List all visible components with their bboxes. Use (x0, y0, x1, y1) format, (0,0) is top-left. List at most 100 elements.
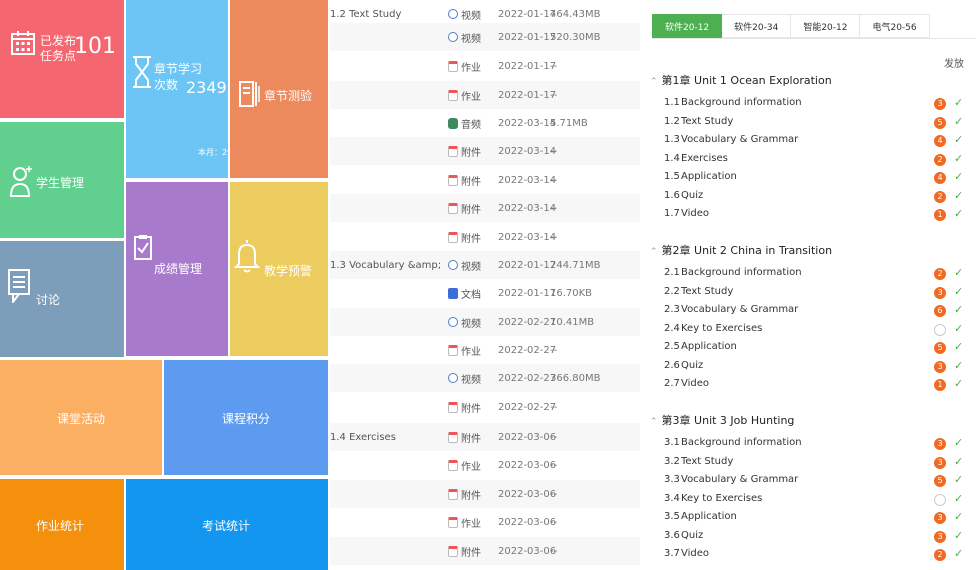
tile-teaching-warning[interactable]: 教学预警 (230, 182, 328, 356)
check-icon[interactable]: ✓ (954, 510, 964, 523)
resource-row[interactable]: 附件 2022-02-27 -- (330, 393, 640, 421)
resource-row[interactable]: 视频 2022-02-27 10.41MB (330, 308, 640, 336)
collapse-caret-icon[interactable]: ⌃ (650, 417, 658, 427)
check-icon[interactable]: ✓ (954, 133, 964, 146)
tile-chapter-study[interactable]: 章节学习 次数 2349 本月：29 (126, 0, 228, 178)
section-item[interactable]: 1.6Quiz 2 ✓ (664, 188, 966, 203)
resource-row[interactable]: 附件 2022-03-14 -- (330, 166, 640, 194)
check-icon[interactable]: ✓ (954, 207, 964, 220)
user-add-icon (10, 166, 32, 197)
tile-chapter-test[interactable]: 章节测验 (230, 0, 328, 178)
section-name: Text Study (681, 455, 734, 467)
section-item[interactable]: 2.2Text Study 3 ✓ (664, 284, 966, 299)
tile-discussion[interactable]: 讨论 (0, 241, 124, 357)
tab-class-1[interactable]: 软件20-12 (652, 14, 723, 38)
resource-row[interactable]: 文档 2022-01-17 16.70KB (330, 279, 640, 307)
check-icon[interactable]: ✓ (954, 188, 964, 202)
check-icon[interactable]: ✓ (954, 547, 964, 560)
resource-row[interactable]: 附件 2022-03-06 -- (330, 480, 640, 508)
chapter-title[interactable]: ⌃ 第1章 Unit 1 Ocean Exploration (650, 72, 832, 88)
chapter-title[interactable]: ⌃ 第2章 Unit 2 China in Transition (650, 242, 832, 258)
section-number: 3.7 (664, 548, 680, 559)
grades-label: 成绩管理 (154, 262, 203, 276)
check-icon[interactable]: ✓ (954, 96, 964, 109)
section-item[interactable]: 1.3Vocabulary & Grammar 4 ✓ (664, 133, 966, 147)
check-icon[interactable]: ✓ (954, 491, 964, 505)
resource-row[interactable]: 附件 2022-03-06 -- (330, 537, 640, 565)
resource-row[interactable]: 音频 2022-03-14 5.71MB (330, 109, 640, 137)
task-count-badge: 2 (934, 190, 946, 203)
chapter-title-text: 第3章 Unit 3 Job Hunting (661, 414, 795, 427)
tile-homework-stats[interactable]: 作业统计 (0, 479, 124, 570)
tile-exam-stats[interactable]: 考试统计 (126, 479, 328, 570)
resource-row[interactable]: 附件 2022-03-14 -- (330, 223, 640, 251)
tab-class-3[interactable]: 智能20-12 (791, 14, 861, 38)
section-item[interactable]: 2.6Quiz 3 ✓ (664, 358, 966, 373)
check-icon[interactable]: ✓ (954, 377, 964, 390)
collapse-caret-icon[interactable]: ⌃ (650, 77, 658, 87)
section-number: 1.6 (664, 189, 680, 201)
section-item[interactable]: 3.3Vocabulary & Grammar 5 ✓ (664, 473, 966, 487)
collapse-caret-icon[interactable]: ⌃ (650, 247, 658, 257)
resource-row[interactable]: 作业 2022-03-06 -- (330, 451, 640, 479)
tile-class-activity[interactable]: 课堂活动 (0, 360, 162, 475)
section-item[interactable]: 1.5Application 4 ✓ (664, 170, 966, 184)
check-icon[interactable]: ✓ (954, 528, 964, 542)
exam-stats-label: 考试统计 (202, 519, 251, 533)
section-item[interactable]: 3.2Text Study 3 ✓ (664, 454, 966, 469)
resource-date: 2022-03-14 (498, 117, 557, 129)
clipboard-check-icon (134, 235, 152, 260)
tile-grade-management[interactable]: 成绩管理 (126, 182, 228, 356)
resource-row[interactable]: 1.2 Text Study 视频 2022-01-17 464.43MB (330, 0, 640, 28)
check-icon[interactable]: ✓ (954, 170, 964, 183)
section-item[interactable]: 3.7Video 2 ✓ (664, 547, 966, 561)
section-item[interactable]: 3.4Key to Exercises ✓ (664, 491, 966, 506)
check-icon[interactable]: ✓ (954, 303, 964, 316)
check-icon[interactable]: ✓ (954, 436, 964, 449)
section-item[interactable]: 3.6Quiz 3 ✓ (664, 528, 966, 543)
resource-row[interactable]: 视频 2022-02-27 366.80MB (330, 364, 640, 392)
section-item[interactable]: 1.4Exercises 2 ✓ (664, 151, 966, 166)
check-icon[interactable]: ✓ (954, 473, 964, 486)
check-icon[interactable]: ✓ (954, 266, 964, 279)
section-item[interactable]: 1.1Background information 3 ✓ (664, 96, 966, 110)
section-item[interactable]: 1.7Video 1 ✓ (664, 207, 966, 221)
section-item[interactable]: 3.5Application 3 ✓ (664, 510, 966, 524)
section-item[interactable]: 1.2Text Study 5 ✓ (664, 114, 966, 129)
resource-row[interactable]: 作业 2022-01-17 -- (330, 81, 640, 109)
resource-row[interactable]: 作业 2022-02-27 -- (330, 336, 640, 364)
resource-row[interactable]: 视频 2022-01-17 520.30MB (330, 23, 640, 51)
resource-row[interactable]: 1.3 Vocabulary &amp; Grammar 视频 2022-01-17… (330, 251, 640, 279)
resource-row[interactable]: 1.4 Exercises 附件 2022-03-06 -- (330, 423, 640, 451)
check-icon[interactable]: ✓ (954, 284, 964, 298)
section-item[interactable]: 2.5Application 5 ✓ (664, 340, 966, 354)
section-item[interactable]: 2.4Key to Exercises ✓ (664, 321, 966, 336)
check-icon[interactable]: ✓ (954, 151, 964, 165)
tile-course-points[interactable]: 课程积分 (164, 360, 328, 475)
resource-row[interactable]: 作业 2022-01-17 -- (330, 52, 640, 80)
section-item[interactable]: 2.1Background information 2 ✓ (664, 266, 966, 280)
tab-class-2[interactable]: 软件20-34 (722, 14, 792, 38)
tile-published-tasks[interactable]: 已发布 任务点 101 (0, 0, 124, 118)
check-icon[interactable]: ✓ (954, 114, 964, 128)
resource-row[interactable]: 附件 2022-03-14 -- (330, 194, 640, 222)
check-icon[interactable]: ✓ (954, 358, 964, 372)
tab-class-4[interactable]: 电气20-56 (860, 14, 930, 38)
resource-size: 464.43MB (550, 8, 601, 20)
section-number: 2.5 (664, 341, 680, 352)
resource-size: -- (550, 488, 558, 500)
file-icon (448, 545, 458, 557)
chapter-title-text: 第1章 Unit 1 Ocean Exploration (661, 74, 832, 87)
check-icon[interactable]: ✓ (954, 340, 964, 353)
section-name: Background information (681, 267, 802, 278)
check-icon[interactable]: ✓ (954, 321, 964, 335)
chapter-title[interactable]: ⌃ 第3章 Unit 3 Job Hunting (650, 412, 794, 428)
section-item[interactable]: 2.7Video 1 ✓ (664, 377, 966, 391)
section-item[interactable]: 2.3Vocabulary & Grammar 6 ✓ (664, 303, 966, 317)
resource-row[interactable]: 作业 2022-03-06 -- (330, 508, 640, 536)
resource-row[interactable]: 附件 2022-03-14 -- (330, 137, 640, 165)
section-item[interactable]: 3.1Background information 3 ✓ (664, 436, 966, 450)
tile-student-management[interactable]: 学生管理 (0, 122, 124, 238)
check-icon[interactable]: ✓ (954, 454, 964, 468)
file-icon (448, 174, 458, 186)
